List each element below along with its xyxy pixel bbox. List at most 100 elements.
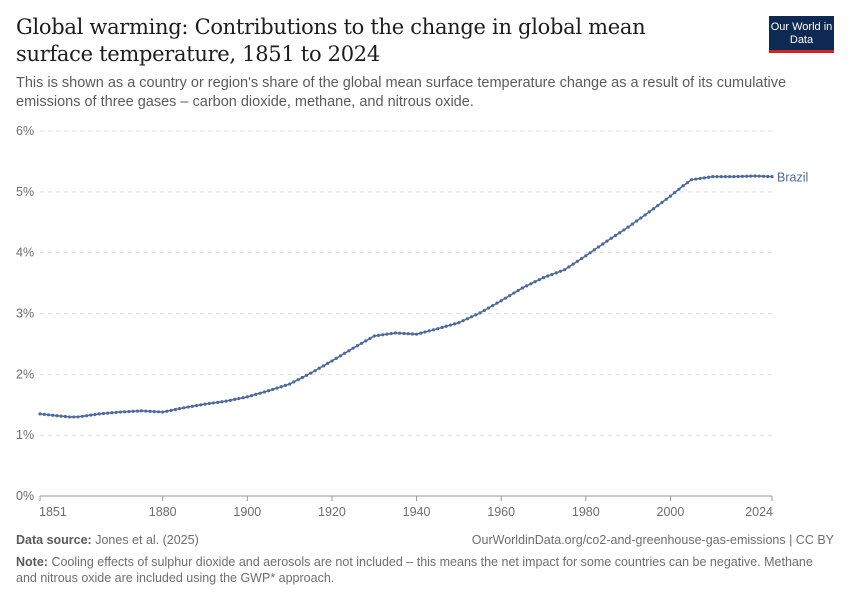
data-point [80,414,84,418]
y-tick-label: 4% [16,246,34,260]
data-point [681,184,685,188]
data-point [427,329,431,333]
data-point [444,324,448,328]
data-point [550,272,554,277]
x-tick-label: 1920 [318,505,346,519]
data-point [457,321,461,325]
data-point [482,308,486,313]
data-point [173,407,177,412]
data-point [42,412,46,416]
data-point [381,333,385,337]
data-point [279,385,283,389]
owid-logo[interactable]: Our World in Data [769,16,834,53]
data-point [715,175,719,179]
data-point [728,175,732,179]
data-point [461,319,465,323]
data-point [753,174,757,178]
data-point [288,382,292,386]
data-point [757,174,761,178]
data-point [647,210,651,214]
data-point [203,402,207,406]
series-label: Brazil [777,171,808,185]
data-point [770,175,774,179]
source-url[interactable]: OurWorldinData.org/co2-and-greenhouse-ga… [471,533,834,547]
data-point [516,288,520,293]
y-tick-label: 0% [16,489,34,503]
data-point [558,269,563,273]
data-point [144,409,148,413]
data-point [199,403,203,407]
data-point [651,207,656,211]
data-point [567,265,571,269]
data-point [355,344,359,348]
data-point [178,407,182,411]
y-tick-label: 2% [16,367,34,381]
data-point [156,410,161,414]
data-point [372,334,376,338]
data-point [406,332,410,336]
data-point [72,415,76,419]
data-point [55,414,59,418]
data-point [135,409,139,413]
data-point [245,395,249,399]
data-point [249,394,254,398]
data-point [347,349,351,353]
data-point [635,219,639,223]
data-point [478,311,482,315]
data-point [766,174,770,179]
data-point [529,282,533,286]
data-point [148,409,152,413]
data-point [304,373,309,377]
data-point [575,259,579,263]
data-point [465,317,469,321]
data-point [59,414,63,418]
data-point [237,396,241,401]
data-point [266,389,271,393]
data-point [393,331,398,335]
data-point [702,176,706,180]
data-point [524,284,529,288]
data-point [93,412,97,417]
data-point [228,398,233,402]
data-point [313,369,317,373]
data-point [588,251,592,255]
data-point [520,286,524,290]
series-line-brazil [39,175,773,418]
data-point [309,371,313,375]
data-point [723,175,728,179]
source-label: Data source: [16,533,92,547]
data-point [258,391,262,395]
data-point [423,330,427,334]
data-point [368,336,372,341]
y-tick-label: 5% [16,185,34,199]
data-point [761,174,766,178]
data-point [300,375,304,380]
data-point [673,191,677,195]
data-point [546,274,550,278]
data-point [584,254,588,258]
data-point [554,271,558,275]
data-point [139,409,144,413]
x-tick-label: 1940 [403,505,431,519]
data-point [533,280,537,284]
data-point [317,366,321,370]
data-point [68,415,72,419]
data-point [292,380,296,384]
source-text[interactable]: Jones et al. (2025) [95,533,199,547]
data-point [190,404,194,408]
y-tick-label: 1% [16,428,34,442]
data-point [389,331,393,336]
data-point [436,327,440,331]
data-point [685,181,689,185]
data-point [643,213,647,217]
data-point [330,359,334,363]
data-point [343,351,347,355]
note-label: Note: [16,555,48,569]
data-point [127,409,131,414]
data-point [385,332,389,336]
data-point [512,291,516,295]
data-point [338,354,343,358]
data-point [605,239,609,243]
data-point [207,401,211,406]
